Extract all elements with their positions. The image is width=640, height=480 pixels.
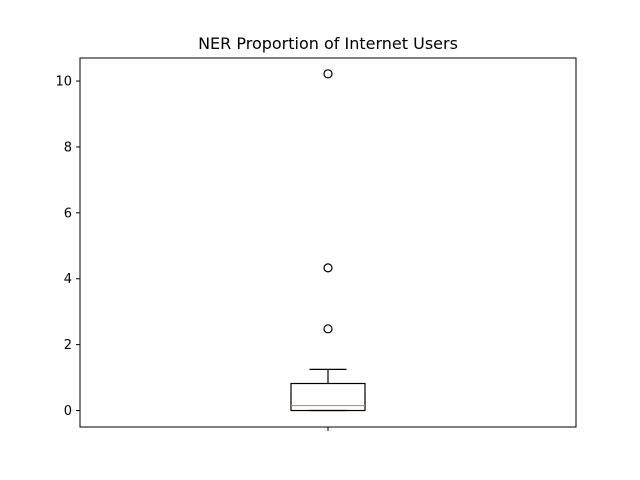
y-axis: 0 2 4 6 8 10 — [55, 75, 329, 431]
y-tick-label: 4 — [64, 272, 72, 287]
y-tick-label: 10 — [55, 75, 72, 90]
y-tick-label: 6 — [64, 206, 72, 221]
y-tick-label: 2 — [64, 338, 72, 353]
y-tick-label: 8 — [64, 140, 72, 155]
plot-area — [290, 69, 366, 412]
box-group — [290, 69, 366, 412]
outlier-point — [323, 263, 333, 273]
box-iqr — [290, 382, 366, 412]
outlier-point — [323, 324, 333, 334]
plot-frame — [79, 57, 577, 428]
chart-title: NER Proportion of Internet Users — [198, 34, 458, 53]
y-tick-label: 0 — [64, 404, 72, 419]
outlier-point — [323, 69, 333, 79]
